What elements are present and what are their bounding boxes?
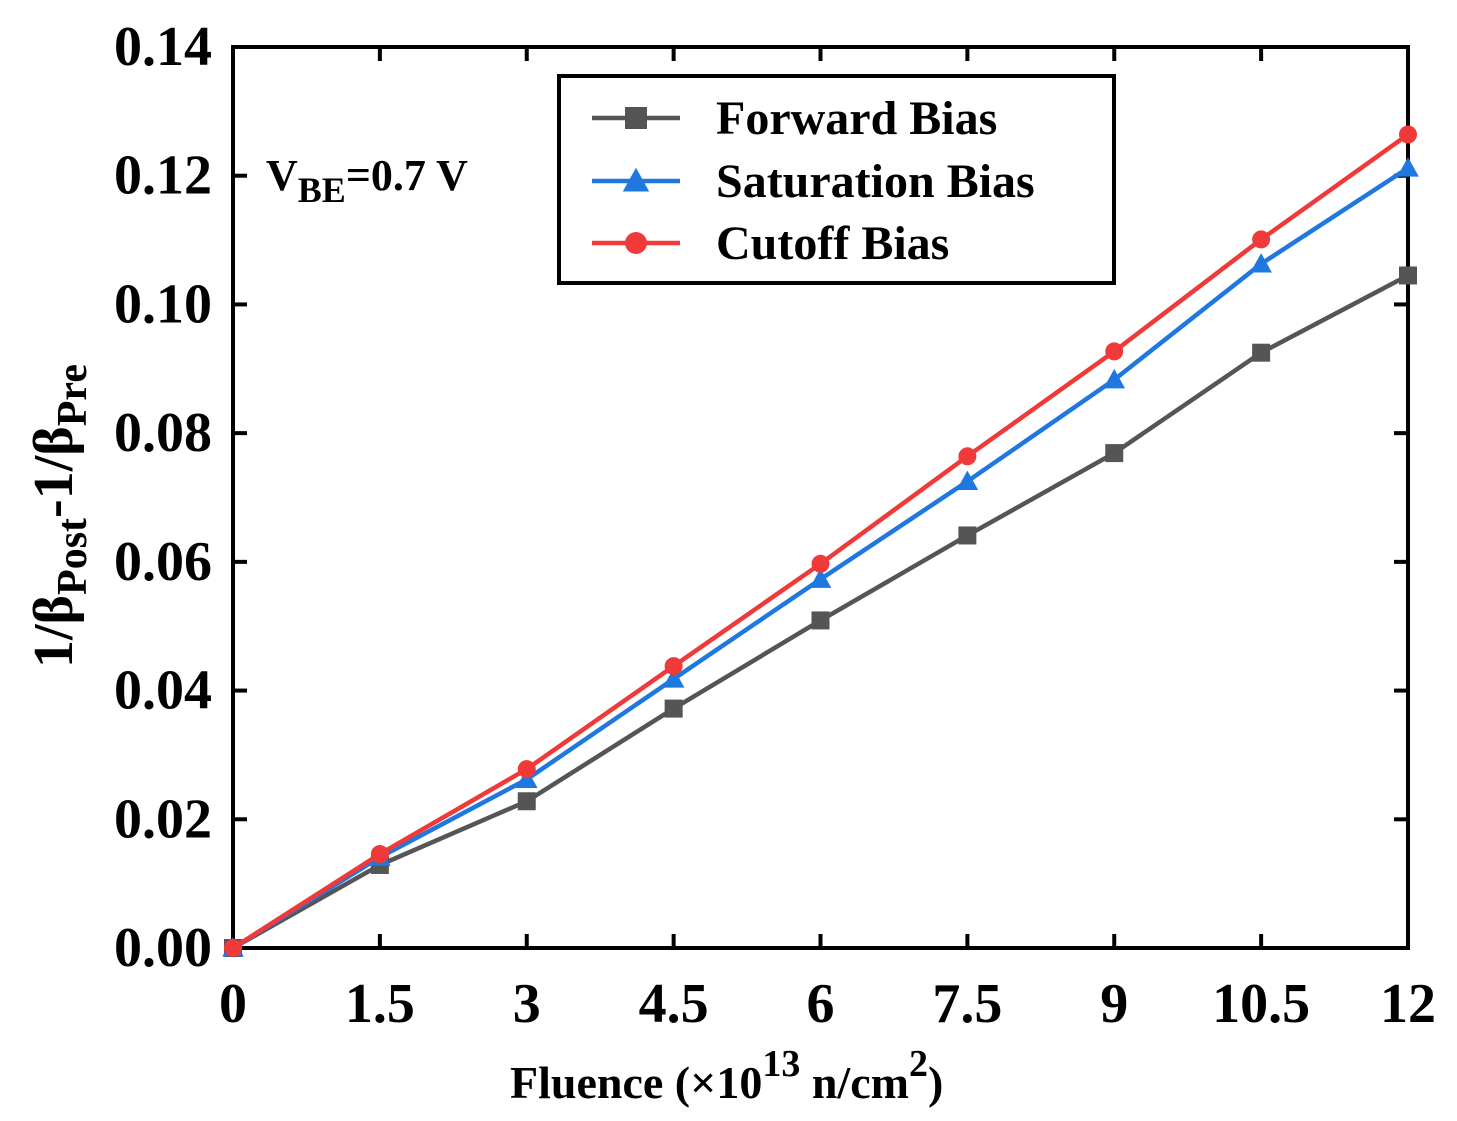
x-tick-label: 1.5: [345, 973, 415, 1035]
y-tick-label: 0.02: [114, 788, 212, 850]
bias-voltage-annotation: VBE=0.7 V: [266, 151, 468, 210]
data-point-cutoff-bias: [664, 657, 683, 676]
series-cutoff-bias: [224, 125, 1417, 957]
x-axis-ticks: 0 1.5 3 4.5 6 7.5 9 10.5 12: [219, 47, 1436, 1035]
legend-label: Forward Bias: [716, 92, 997, 145]
legend-label: Cutoff Bias: [716, 217, 949, 270]
y-tick-label: 0.06: [114, 531, 212, 593]
data-point-forward-bias: [1252, 343, 1271, 362]
legend-marker: [625, 107, 647, 129]
legend-marker: [622, 167, 650, 192]
y-tick-label: 0.12: [114, 145, 212, 207]
x-tick-label: 7.5: [932, 973, 1002, 1035]
data-point-saturation-bias: [1103, 368, 1126, 389]
legend-item-cutoff-bias: Cutoff Bias: [592, 217, 949, 270]
legend-label: Saturation Bias: [716, 155, 1035, 208]
series-forward-bias: [224, 266, 1417, 957]
data-point-forward-bias: [664, 699, 683, 718]
data-point-saturation-bias: [1250, 253, 1272, 273]
data-point-forward-bias: [958, 526, 977, 545]
data-point-saturation-bias: [956, 470, 979, 491]
data-point-cutoff-bias: [517, 760, 536, 779]
x-tick-label: 4.5: [639, 973, 709, 1035]
x-tick-label: 3: [513, 973, 541, 1035]
x-axis-label: Fluence (×1013 n/cm2): [510, 1043, 943, 1108]
data-point-saturation-bias: [809, 568, 832, 588]
y-tick-label: 0.08: [114, 402, 212, 464]
legend-item-saturation-bias: Saturation Bias: [592, 155, 1035, 208]
series-layer: [222, 125, 1419, 957]
x-tick-label: 10.5: [1212, 973, 1310, 1035]
data-point-cutoff-bias: [1252, 230, 1271, 249]
data-point-forward-bias: [811, 611, 830, 630]
x-tick-label: 12: [1380, 973, 1436, 1035]
y-tick-label: 0.00: [114, 917, 212, 979]
y-tick-label: 0.10: [114, 273, 212, 335]
legend-marker: [625, 232, 647, 254]
data-point-saturation-bias: [662, 668, 685, 688]
y-axis-ticks: 0.00 0.02 0.04 0.06 0.08 0.10 0.12 0.14: [114, 16, 1408, 979]
data-point-forward-bias: [517, 792, 536, 811]
x-tick-label: 9: [1100, 973, 1128, 1035]
data-point-forward-bias: [1399, 266, 1417, 285]
data-point-cutoff-bias: [811, 554, 830, 573]
data-point-cutoff-bias: [958, 447, 977, 466]
data-point-forward-bias: [1105, 444, 1124, 463]
data-point-cutoff-bias: [1105, 342, 1124, 361]
x-tick-label: 0: [219, 973, 247, 1035]
y-tick-label: 0.04: [114, 660, 212, 722]
y-tick-label: 0.14: [114, 16, 212, 78]
data-point-cutoff-bias: [1399, 125, 1417, 144]
legend-item-forward-bias: Forward Bias: [592, 92, 997, 145]
y-axis-label: 1/βPost-1/βPre: [23, 364, 96, 668]
data-point-cutoff-bias: [370, 845, 389, 864]
data-point-saturation-bias: [515, 768, 538, 789]
data-point-saturation-bias: [1397, 157, 1419, 177]
data-point-cutoff-bias: [224, 939, 242, 957]
legend: Forward Bias Saturation Bias Cutoff Bias: [557, 74, 1116, 285]
x-tick-label: 6: [807, 973, 835, 1035]
